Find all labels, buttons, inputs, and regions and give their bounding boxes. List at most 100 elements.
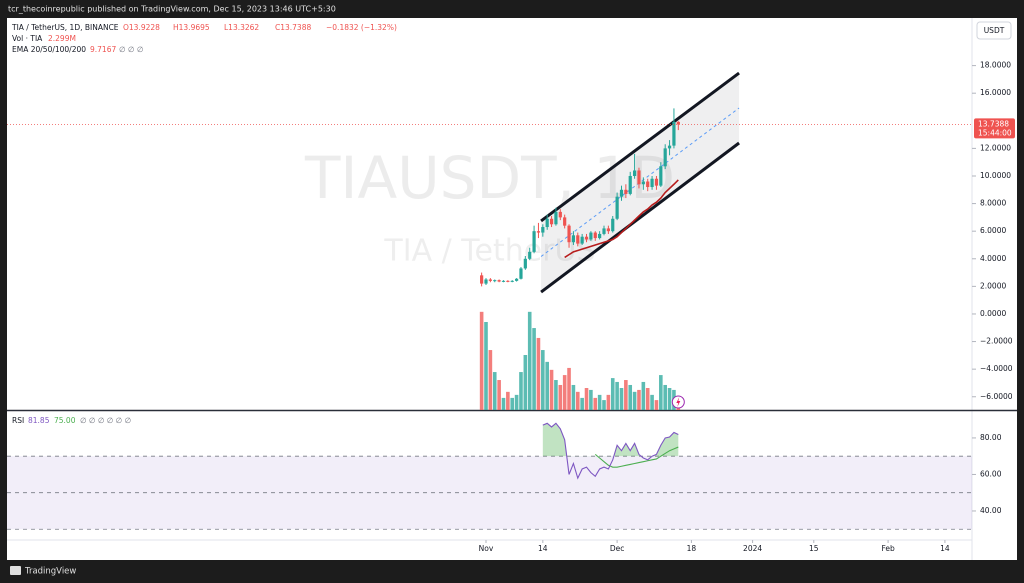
volume-bar (519, 372, 523, 410)
y-tick-label: −6.0000 (980, 392, 1013, 401)
event-icon-bolt (676, 397, 681, 407)
ema-legend-value: 9.7167 (90, 45, 116, 54)
candle-body (672, 121, 676, 146)
ohlc-value: C13.7388 (275, 23, 311, 32)
candle-body (646, 181, 650, 188)
volume-legend: Vol · TIA (12, 34, 43, 43)
candle-body (641, 181, 645, 185)
candle-body (571, 235, 576, 243)
rsi-ma-line (594, 446, 679, 468)
candle-body (528, 251, 532, 259)
y-tick-label: 6.0000 (980, 226, 1006, 235)
candle-body (514, 278, 519, 281)
currency-button[interactable] (976, 21, 1012, 40)
volume-bar (589, 389, 593, 410)
candle-body (654, 178, 659, 186)
brand: TradingView (24, 567, 76, 577)
volume-bar (650, 394, 654, 410)
candle-body (584, 236, 589, 240)
volume-bar (654, 400, 659, 410)
volume-bar (484, 322, 488, 410)
rsi-legend-ma: 75.00 (54, 416, 76, 425)
volume-bar (549, 369, 554, 410)
volume-bar (610, 378, 615, 410)
rsi-y-tick-label: 40.00 (980, 506, 1002, 515)
ohlc-value: O13.9228 (123, 23, 160, 32)
volume-bar (663, 384, 667, 410)
candle-body (637, 170, 641, 185)
x-tick-label: 15 (809, 544, 819, 553)
rsi-legend-extra: ∅ ∅ ∅ ∅ ∅ ∅ (80, 416, 131, 425)
volume-bar (562, 375, 567, 410)
channel-middle (540, 107, 740, 257)
last-price-label: 13.7388 (978, 119, 1009, 128)
candle-body (523, 258, 527, 269)
volume-bar (527, 311, 532, 410)
candle-body (628, 175, 632, 194)
y-tick-label: 18.0000 (980, 61, 1011, 70)
candle-body (650, 178, 654, 188)
chart-area (7, 18, 1017, 560)
candle-body (558, 211, 562, 218)
y-tick-label: 4.0000 (980, 254, 1006, 263)
watermark: TIAUSDT, 1D (304, 144, 675, 212)
candle-body (549, 218, 554, 225)
volume-bar (580, 397, 584, 410)
countdown: 15:44:00 (978, 128, 1012, 137)
candle-body (554, 211, 558, 225)
volume-bar (597, 394, 602, 410)
candle-body (663, 148, 667, 167)
ema-legend: EMA 20/50/100/200 (12, 45, 86, 54)
volume-bar (624, 380, 628, 410)
volume-bar (523, 355, 528, 410)
volume-bar (506, 391, 510, 410)
candle-body (598, 233, 602, 239)
volume-bar (641, 381, 646, 410)
candle-body (589, 232, 593, 240)
candle-body (484, 279, 488, 284)
volume-bar (615, 381, 619, 410)
last-price-box (974, 118, 1015, 139)
candle-body (488, 279, 492, 281)
volume-bar (571, 384, 576, 410)
ohlc-value: −0.1832 (−1.32%) (326, 23, 397, 32)
candle-body (615, 196, 619, 219)
footer: TradingView (10, 566, 76, 577)
y-tick-label: 16.0000 (980, 88, 1011, 97)
volume-bar (606, 394, 611, 410)
symbol: TIA / TetherUS, 1D, BINANCE (11, 23, 119, 32)
publish-info: tcr_thecoinrepublic published on Trading… (8, 5, 336, 14)
candle-body (497, 280, 501, 282)
x-tick-label: Nov (479, 544, 494, 553)
ohlc-value: L13.3262 (224, 23, 259, 32)
candle-body (532, 231, 536, 252)
x-tick-label: Dec (610, 544, 625, 553)
x-tick-label: 14 (940, 544, 950, 553)
y-tick-label: −4.0000 (980, 364, 1013, 373)
candle-body (563, 217, 567, 226)
candle-body (580, 236, 584, 244)
candle-body (501, 280, 506, 282)
volume-bar (532, 328, 536, 410)
currency-button-label[interactable]: USDT (984, 26, 1005, 35)
rsi-y-tick-label: 60.00 (980, 469, 1002, 478)
candle-body (493, 280, 497, 282)
candle-body (676, 121, 680, 125)
y-tick-label: 12.0000 (980, 143, 1011, 152)
volume-bar (554, 380, 558, 410)
volume-bar (545, 361, 549, 410)
candle-body (519, 268, 523, 279)
candle-body (602, 228, 606, 234)
volume-bar (584, 388, 589, 410)
channel-upper (540, 71, 740, 223)
candle-body (611, 218, 615, 232)
volume-bar (488, 350, 493, 410)
y-tick-label: 2.0000 (980, 281, 1006, 290)
brand-logo (10, 566, 21, 575)
volume-bar (593, 397, 598, 410)
ema-line (564, 179, 679, 259)
volume-legend-value: 2.299M (48, 34, 76, 43)
candle-body (576, 235, 580, 244)
